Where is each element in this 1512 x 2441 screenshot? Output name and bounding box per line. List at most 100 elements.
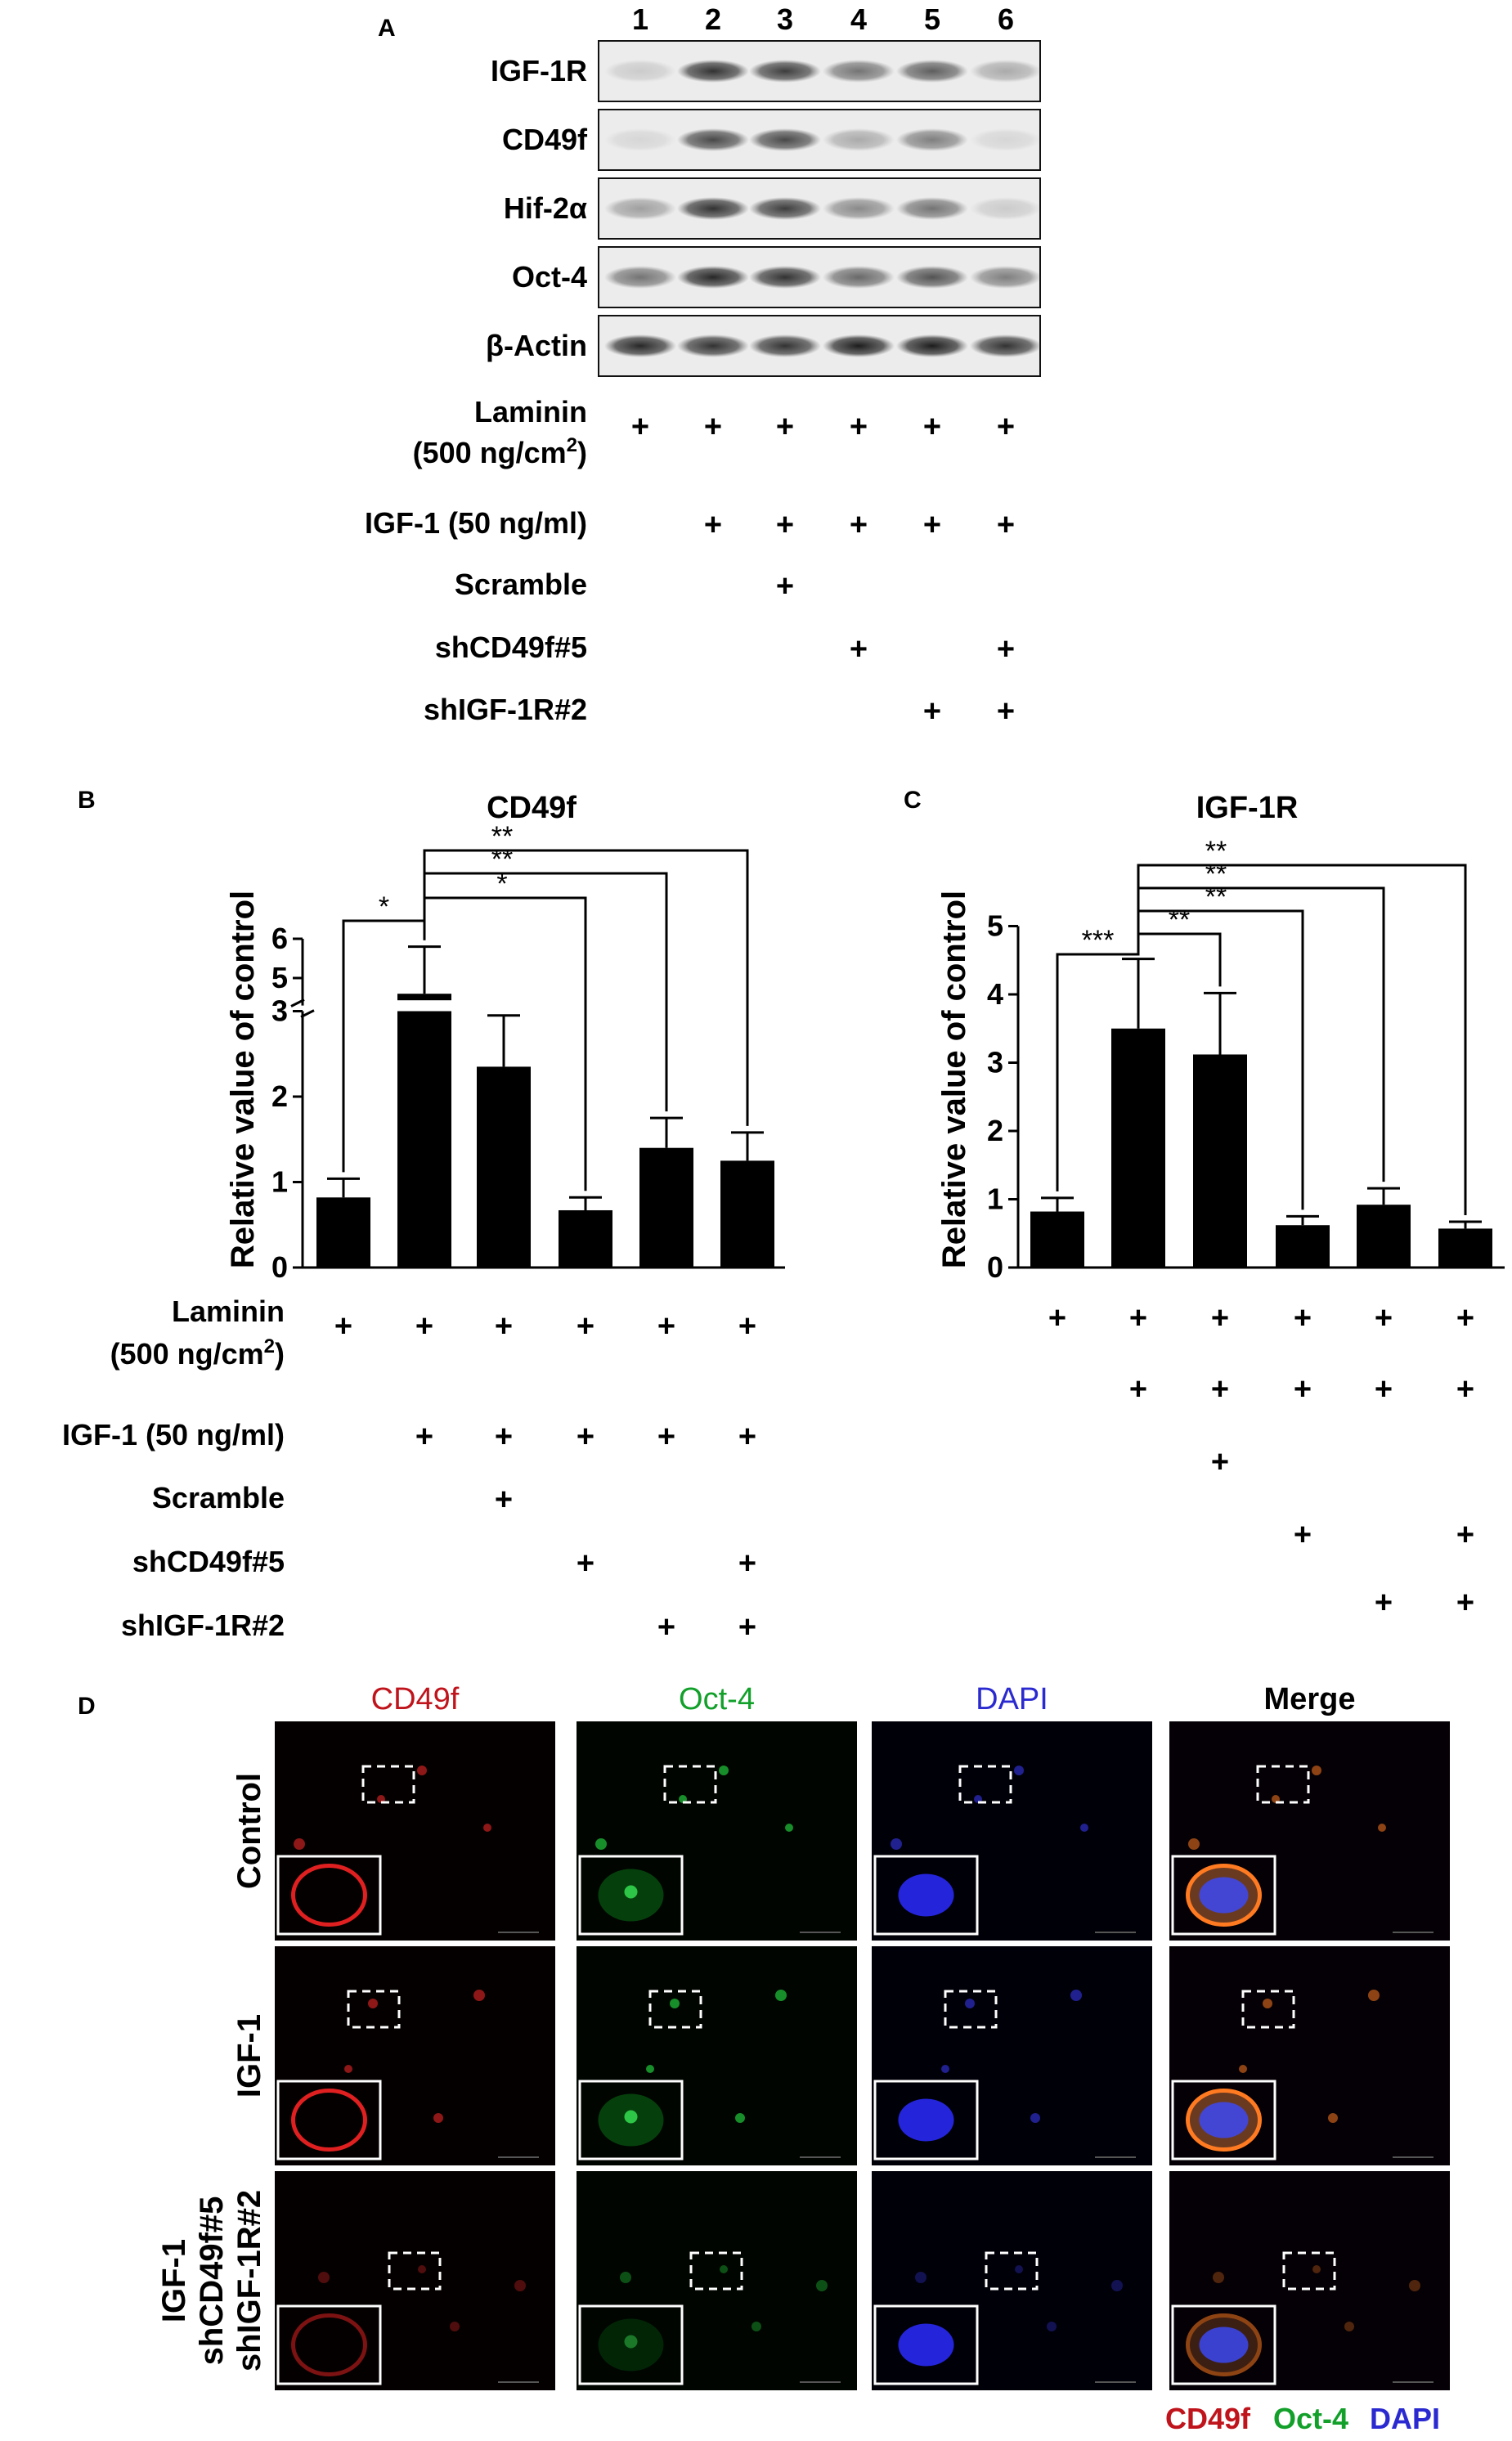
band-label: IGF-1R [491,54,587,87]
plus-sign: + [923,410,941,444]
blot-band [823,128,895,151]
blot-band [970,128,1042,151]
bar [559,1209,612,1268]
zoom-inset [578,1855,684,1936]
blot-band [749,334,821,357]
condition-label: shIGF-1R#2 [121,1609,285,1642]
cell-dot [473,1990,485,2001]
merged-nucleus [1199,1877,1249,1914]
plus-sign: + [657,1420,675,1454]
cell-dot [417,1766,427,1775]
cell-dot [670,1999,680,2008]
blot-band [896,197,968,220]
cell-dot [1015,2265,1023,2273]
plus-sign: + [1456,1372,1474,1407]
selection-box [1241,1990,1295,2029]
plus-sign: + [1129,1372,1147,1407]
plus-sign: + [997,508,1015,542]
lane-number: 5 [924,2,940,36]
blot-band [677,266,749,289]
selection-box [985,2251,1039,2291]
bar [1438,1228,1492,1268]
y-tick-label: 1 [271,1165,288,1199]
column-label: Merge [1264,1682,1356,1716]
y-tick-label: 6 [271,922,288,955]
condition-label-sub: (500 ng/cm2) [413,434,587,469]
cell-dot [1239,2065,1247,2073]
condition-label-sub: (500 ng/cm2) [110,1335,285,1371]
cell-dot [318,2272,330,2283]
band-label: Hif-2α [504,191,587,225]
bar [1193,1054,1247,1268]
plus-sign: + [631,410,649,444]
plus-sign: + [923,508,941,542]
row-label: IGF-1 [156,2239,192,2322]
condition-label: IGF-1 (50 ng/ml) [365,506,587,540]
plus-sign: + [738,1610,756,1645]
cell-dot [735,2113,745,2123]
bar [1276,1225,1330,1268]
plus-sign: + [850,410,868,444]
cell-dot [1070,1990,1082,2001]
cell-dot [752,2322,761,2331]
bar-upper [397,994,451,1001]
plus-sign: + [495,1483,513,1517]
cell-dot [719,1766,729,1775]
cell-dot [1047,2322,1057,2331]
row-label: shIGF-1R#2 [231,2190,267,2371]
condition-label: IGF-1 (50 ng/ml) [62,1418,285,1452]
cell-dot [816,2280,828,2291]
lane-number: 6 [998,2,1014,36]
nucleus [898,1873,954,1917]
blot-band [604,334,676,357]
plus-sign: + [997,410,1015,444]
blot-band [604,128,676,151]
blot-band [970,197,1042,220]
plus-sign: + [334,1309,352,1344]
plus-sign: + [1211,1445,1229,1479]
row-label: Control [231,1773,267,1889]
blot-band [749,128,821,151]
cell-dot [433,2113,443,2123]
plus-sign: + [704,410,722,444]
blot-band [749,197,821,220]
plus-sign: + [738,1546,756,1581]
plus-sign: + [415,1420,433,1454]
cell-dot [514,2280,526,2291]
cell-dot [891,1838,902,1850]
y-axis-label: Relative value of control [936,891,972,1268]
y-tick-label: 0 [271,1250,288,1284]
chart-title: IGF-1R [1196,791,1299,825]
zoom-inset [578,2304,684,2385]
bar [720,1160,774,1268]
legend-entry: DAPI [1370,2402,1440,2435]
cell-dot [1111,2280,1123,2291]
cell-dot [720,2265,728,2273]
blot-band [896,334,968,357]
significance-label: ** [491,821,513,852]
row-label: IGF-1 [231,2014,267,2098]
y-axis-label: Relative value of control [225,891,261,1268]
y-tick-label: 5 [987,909,1003,943]
blot-band [896,128,968,151]
cell-dot [1030,2113,1040,2123]
plus-sign: + [850,508,868,542]
blot-band [896,60,968,83]
bar [1357,1205,1411,1268]
lane-number: 2 [705,2,721,36]
significance-bracket [1056,952,1140,1191]
blot-band [970,60,1042,83]
band-label: CD49f [502,123,588,156]
blot-band [970,334,1042,357]
bar [1111,1028,1165,1268]
y-tick-label: 2 [987,1114,1003,1147]
cell-dot [775,1990,787,2001]
panel-b-letter: B [78,787,96,814]
condition-label: Laminin [474,395,587,429]
plus-sign: + [415,1309,433,1344]
band-label: Oct-4 [512,260,587,294]
bar [639,1147,693,1268]
plus-sign: + [923,694,941,729]
y-tick-label: 2 [271,1079,288,1113]
